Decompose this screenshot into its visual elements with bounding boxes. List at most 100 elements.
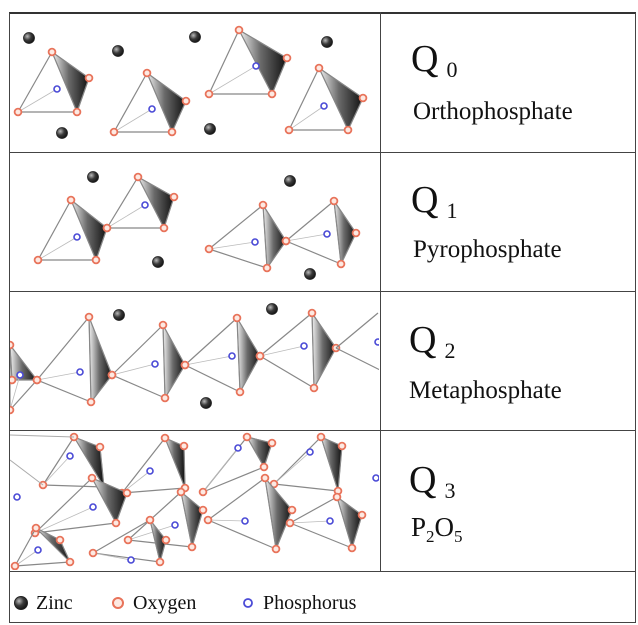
oxygen-atom — [10, 340, 15, 350]
tetrahedron-edge — [92, 519, 151, 554]
tetrahedron-edge — [184, 317, 238, 366]
tetrahedron-edge — [106, 176, 139, 229]
inner-bond — [14, 549, 39, 567]
oxygen-atom — [102, 223, 112, 233]
oxygen-atom — [255, 351, 265, 361]
q3-letter: Q — [409, 459, 437, 501]
tetrahedron-edge — [259, 312, 313, 357]
tetrahedron-edge — [90, 374, 113, 403]
tetrahedron-shaded-face — [318, 66, 364, 131]
tetrahedron-edge — [121, 437, 166, 494]
tetrahedron-edge — [42, 484, 105, 488]
zinc-atom — [113, 309, 125, 321]
q0-subscript: 0 — [446, 57, 458, 82]
phosphorus-atom — [73, 233, 81, 241]
phosphorus-atom — [306, 448, 314, 456]
oxygen-atom — [84, 312, 94, 322]
tetrahedron-edge — [92, 552, 161, 563]
oxygen-atom — [107, 370, 117, 380]
tetrahedron-edge — [262, 204, 268, 269]
oxygen-atom — [235, 387, 245, 397]
oxygen-atom — [198, 505, 208, 515]
tetrahedron-edge — [113, 72, 148, 133]
tetrahedron-edge — [51, 51, 90, 79]
tetrahedron-edge — [285, 240, 342, 265]
oxygen-atom — [10, 561, 20, 570]
zinc-atom — [321, 36, 333, 48]
inner-bond — [259, 345, 305, 357]
oxygen-atom — [314, 63, 324, 73]
oxygen-atom — [55, 535, 65, 545]
tetrahedron-edge — [273, 436, 322, 485]
tetrahedron-edge — [146, 72, 173, 133]
tetrahedron-edge — [183, 445, 186, 489]
formula-p: P — [411, 512, 427, 542]
oxygen-atom — [329, 196, 339, 206]
q2-name: Metaphosphate — [409, 377, 562, 404]
tetrahedron-edge — [271, 57, 288, 95]
tetrahedron-edge — [202, 466, 265, 493]
oxygen-atom — [242, 432, 252, 442]
phosphorus-atom — [127, 556, 135, 564]
oxygen-atom — [198, 487, 208, 497]
inner-bond — [273, 451, 311, 485]
tetrahedron-shaded-face — [91, 477, 128, 524]
oxygen-atom — [122, 488, 132, 498]
oxygen-atom — [47, 47, 57, 57]
formula-p-sub: 2 — [426, 527, 435, 546]
phosphorus-atom — [372, 474, 379, 482]
tetrahedron-edge — [149, 519, 161, 563]
tetrahedron-edge — [10, 379, 38, 411]
tetrahedron-edge — [313, 347, 337, 389]
formula-o-sub: 5 — [454, 527, 463, 546]
inner-bond — [208, 241, 256, 250]
legend-oxygen: Oxygen — [110, 590, 196, 616]
tetrahedron-edge — [262, 204, 287, 242]
tetrahedron-edge — [10, 344, 38, 381]
zinc-atom — [152, 256, 164, 268]
tetrahedron-edge — [137, 176, 165, 229]
tetrahedron-edge — [320, 436, 339, 492]
oxygen-atom — [287, 505, 297, 515]
oxygen-atom — [65, 557, 75, 567]
inner-bond — [208, 65, 257, 95]
phosphorus-atom — [251, 238, 259, 246]
oxygen-atom — [336, 259, 346, 269]
oxygen-atom — [161, 535, 171, 545]
zinc-atom — [200, 397, 212, 409]
tetrahedron-edge — [111, 324, 164, 376]
tetrahedron-edge — [337, 445, 343, 492]
oxygen-atom — [111, 518, 121, 528]
tetrahedron-edge — [207, 477, 266, 521]
phosphorus-atom — [13, 493, 21, 501]
inner-bond — [207, 519, 246, 522]
tetrahedron-edge — [208, 29, 240, 95]
zinc-atom — [189, 31, 201, 43]
tetrahedron-edge — [115, 492, 128, 524]
phosphorus-atom — [66, 452, 74, 460]
tetrahedron-edge — [238, 29, 288, 59]
tetrahedron-edge — [10, 344, 13, 381]
tetrahedron-edge — [239, 355, 261, 393]
tetrahedron-edge — [70, 199, 97, 261]
oxygen-atom — [10, 375, 17, 385]
oxygen-atom — [10, 405, 15, 415]
phosphorus-atom-icon — [243, 598, 253, 608]
tetrahedron-edge — [14, 561, 71, 567]
oxygen-atom — [158, 320, 168, 330]
tetrahedron-edge — [236, 317, 261, 357]
tetrahedron-edge — [34, 477, 93, 534]
q3-subscript: 3 — [444, 478, 456, 503]
tetrahedron-edge — [88, 316, 92, 403]
oxygen-atom — [31, 523, 41, 533]
tetrahedron-edge — [238, 29, 273, 95]
oxygen-atom — [86, 397, 96, 407]
tetrahedron-edge — [73, 436, 101, 448]
oxygen-atom — [260, 473, 270, 483]
oxygen-atom — [267, 89, 277, 99]
q0-letter: Q — [411, 38, 439, 80]
oxygen-atom — [33, 255, 43, 265]
inner-bond — [36, 371, 81, 381]
tetrahedron-edge — [99, 446, 105, 488]
